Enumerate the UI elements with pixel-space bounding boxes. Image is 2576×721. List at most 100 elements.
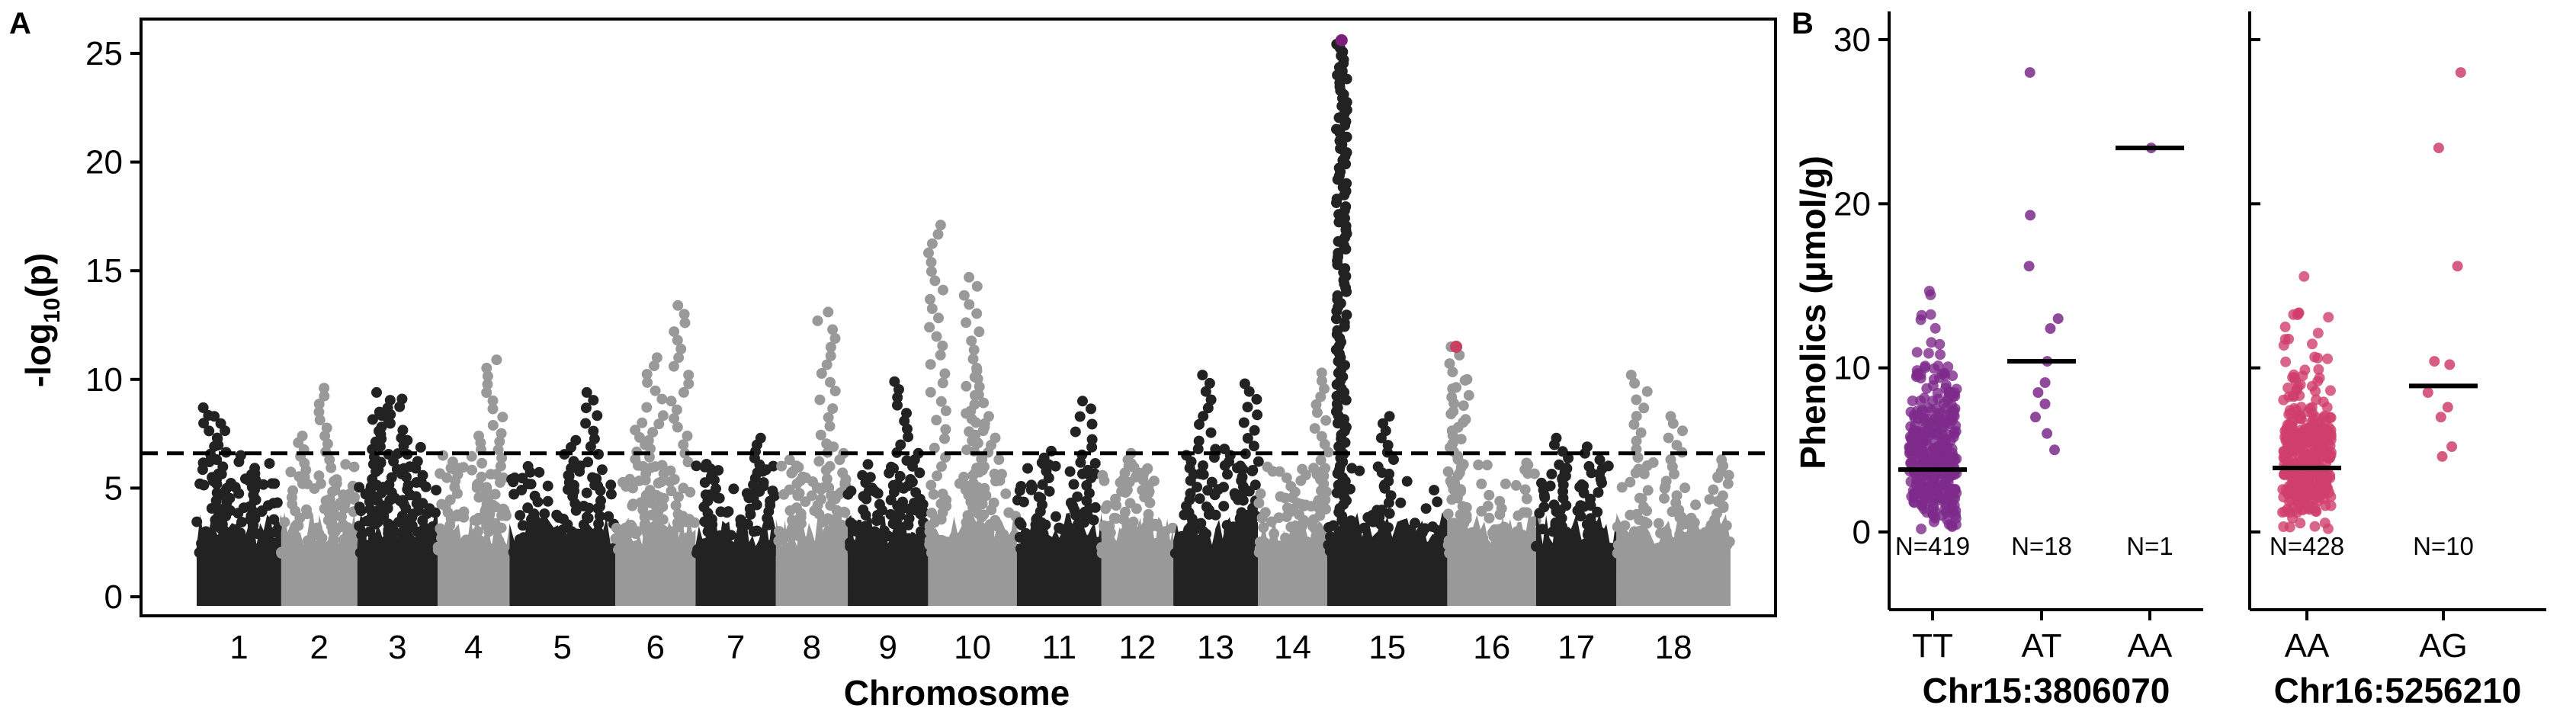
genotype-point <box>2309 493 2321 505</box>
snp-point <box>335 521 347 533</box>
chromosome-10-points <box>923 220 1022 606</box>
snp-point <box>712 540 723 551</box>
snp-point <box>971 494 983 505</box>
snp-point <box>514 534 525 545</box>
snp-point <box>200 526 212 537</box>
snp-point <box>913 447 924 459</box>
snp-point <box>938 284 948 296</box>
snp-point <box>1638 501 1649 512</box>
snp-point <box>657 410 669 421</box>
snp-point <box>825 377 836 388</box>
snp-point <box>1628 526 1640 537</box>
snp-point <box>314 415 326 425</box>
snp-point <box>925 359 936 370</box>
snp-point <box>1198 526 1209 537</box>
snp-point <box>557 532 568 543</box>
snp-point <box>1003 507 1015 518</box>
snp-point <box>1110 513 1121 524</box>
snp-point <box>1143 508 1154 520</box>
snp-point <box>925 479 937 491</box>
genotype-point <box>1945 435 1956 446</box>
snp-point <box>1236 507 1247 518</box>
snp-point <box>1583 460 1595 472</box>
snp-point <box>603 511 614 522</box>
genotype-category-label: AG <box>2419 627 2468 665</box>
snp-point <box>929 442 940 453</box>
genotype-y-label: Phenolics (μmol/g) <box>1793 155 1833 469</box>
chromosome-12-points <box>1096 447 1179 606</box>
snp-point <box>1193 435 1205 447</box>
snp-point <box>1641 518 1653 529</box>
genotype-point <box>2318 493 2330 505</box>
snp-point <box>235 527 246 539</box>
snp-point <box>816 368 827 379</box>
snp-point <box>1222 469 1233 480</box>
snp-point <box>725 530 736 541</box>
y-tick-label: 10 <box>85 361 123 399</box>
snp-point <box>835 546 845 558</box>
snp-point <box>419 547 431 559</box>
snp-point <box>937 340 948 351</box>
snp-point <box>1022 463 1033 474</box>
snp-point <box>431 485 442 496</box>
snp-point <box>971 308 983 319</box>
snp-point <box>313 470 325 482</box>
snp-point <box>894 470 906 482</box>
snp-point <box>1550 519 1561 530</box>
snp-point <box>1119 506 1131 518</box>
snp-point <box>750 546 762 558</box>
snp-point <box>1253 498 1265 509</box>
snp-point <box>211 432 223 444</box>
snp-point <box>637 417 648 428</box>
snp-point <box>1014 485 1025 496</box>
chromosome-label: 6 <box>646 629 664 666</box>
snp-point <box>939 433 950 444</box>
snp-point <box>763 506 775 518</box>
snp-point <box>651 352 662 364</box>
snp-point <box>319 390 330 402</box>
snp-point <box>592 410 603 421</box>
snp-point <box>936 461 947 473</box>
snp-point <box>644 537 656 548</box>
snp-point <box>974 326 985 338</box>
snp-point <box>1581 546 1593 558</box>
snp-point <box>652 526 663 537</box>
snp-point <box>701 459 712 469</box>
snp-point <box>482 379 493 390</box>
genotype-point <box>2436 450 2448 462</box>
snp-point <box>1086 441 1098 453</box>
chromosome-3-points <box>354 386 442 606</box>
snp-point <box>1385 490 1397 501</box>
snp-point <box>542 480 553 492</box>
snp-point <box>935 396 947 407</box>
snp-point <box>961 317 972 328</box>
snp-point <box>1000 488 1012 499</box>
snp-point <box>931 415 942 426</box>
chromosome-label: 14 <box>1274 629 1311 666</box>
snp-point <box>964 518 975 529</box>
snp-point <box>1311 407 1323 418</box>
snp-point <box>1079 545 1090 556</box>
chromosome-label: 1 <box>229 629 248 666</box>
y-tick-label: 25 <box>85 35 123 72</box>
genotype-point <box>2325 385 2336 396</box>
snp-point <box>888 463 899 474</box>
snp-point <box>1316 367 1327 379</box>
snp-point <box>1086 403 1096 415</box>
genotype-point <box>1940 445 1952 457</box>
snp-point <box>348 461 360 473</box>
chromosome-16-points <box>1442 341 1541 606</box>
snp-point <box>849 520 860 531</box>
snp-point <box>932 544 944 556</box>
snp-point <box>656 393 668 405</box>
snp-point <box>1449 478 1461 489</box>
snp-point <box>326 462 337 473</box>
snp-point <box>1302 537 1314 548</box>
snp-point <box>1307 518 1318 529</box>
snp-point <box>522 502 534 514</box>
snp-point <box>965 405 977 417</box>
snp-point <box>1470 526 1481 537</box>
snp-point <box>966 335 977 347</box>
genotype-point <box>2442 402 2453 413</box>
snp-point <box>1671 490 1683 501</box>
